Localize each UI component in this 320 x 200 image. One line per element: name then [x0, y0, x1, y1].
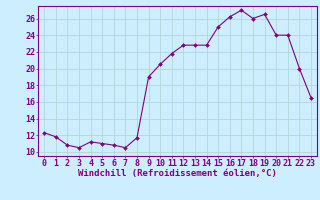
X-axis label: Windchill (Refroidissement éolien,°C): Windchill (Refroidissement éolien,°C): [78, 169, 277, 178]
